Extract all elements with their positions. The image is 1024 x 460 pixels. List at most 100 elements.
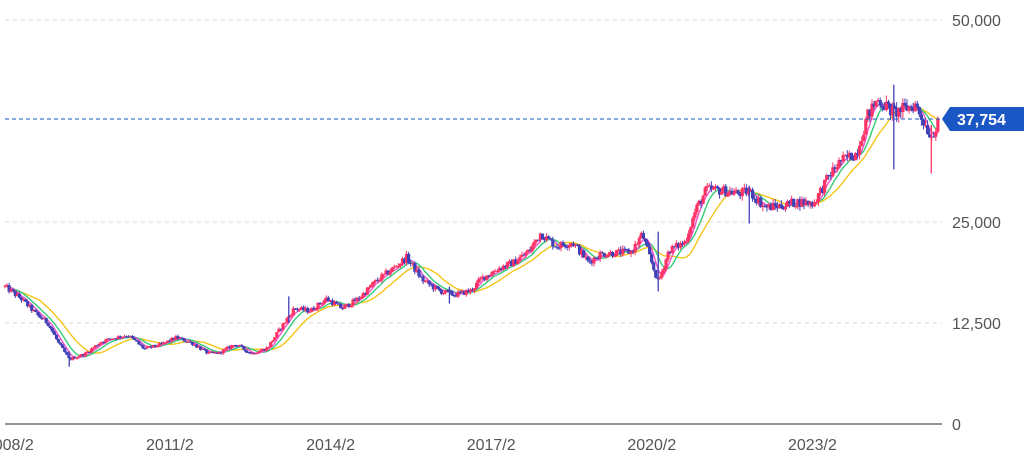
candle-body bbox=[790, 198, 794, 204]
candle-body bbox=[129, 335, 133, 337]
candle-body bbox=[23, 299, 28, 302]
candle-body bbox=[468, 289, 473, 293]
candle-body bbox=[174, 336, 178, 340]
candle-body bbox=[682, 241, 687, 245]
candle-body bbox=[396, 265, 400, 267]
candle-body bbox=[808, 202, 812, 205]
candle-body bbox=[209, 352, 213, 354]
candle-body bbox=[264, 347, 269, 351]
candle-body bbox=[489, 274, 493, 276]
candle-body bbox=[555, 246, 559, 248]
candle-body bbox=[590, 261, 594, 264]
candle-body bbox=[320, 303, 324, 305]
candle-body bbox=[9, 289, 13, 292]
candle-body bbox=[223, 348, 227, 350]
candle-body bbox=[79, 354, 83, 357]
candle-body bbox=[102, 341, 106, 343]
candle-body bbox=[654, 269, 658, 278]
candle-body bbox=[456, 291, 460, 297]
candle-body bbox=[901, 102, 905, 113]
candle-body bbox=[551, 239, 555, 247]
candle-body bbox=[536, 239, 540, 241]
candle-body bbox=[715, 186, 720, 189]
candle-body bbox=[761, 205, 765, 208]
candle-body bbox=[48, 326, 52, 329]
candle-body bbox=[452, 295, 456, 297]
candle-body bbox=[205, 349, 209, 354]
candle-body bbox=[911, 107, 915, 112]
candle-body bbox=[678, 243, 683, 248]
candle-body bbox=[17, 293, 22, 298]
candle-body bbox=[3, 285, 7, 287]
candle-body bbox=[367, 287, 372, 289]
candle-body bbox=[724, 186, 728, 197]
candle-body bbox=[349, 305, 353, 308]
candle-body bbox=[903, 102, 907, 106]
candle-body bbox=[505, 262, 510, 268]
candle-body bbox=[674, 243, 678, 247]
candle-body bbox=[582, 250, 586, 258]
candle-body bbox=[137, 341, 141, 345]
candle-body bbox=[306, 308, 310, 313]
candle-body bbox=[621, 248, 625, 255]
candle-body bbox=[104, 339, 108, 343]
candle-body bbox=[491, 271, 495, 275]
candle-body bbox=[584, 256, 588, 258]
candle-body bbox=[771, 203, 775, 211]
candle-body bbox=[108, 338, 112, 340]
candle-body bbox=[615, 249, 619, 257]
candle-body bbox=[841, 154, 845, 162]
candle-body bbox=[110, 338, 114, 340]
candle-body bbox=[186, 341, 190, 343]
candle-body bbox=[271, 340, 275, 343]
candle-body bbox=[462, 290, 466, 295]
candle-body bbox=[54, 334, 59, 340]
candle-body bbox=[437, 288, 442, 291]
candle-body bbox=[94, 345, 98, 348]
candle-body bbox=[65, 352, 69, 355]
candle-body bbox=[215, 352, 219, 354]
candle-body bbox=[833, 167, 837, 170]
candle-body bbox=[339, 303, 343, 309]
candle-body bbox=[870, 103, 874, 117]
candle-body bbox=[435, 285, 440, 289]
candle-body bbox=[864, 119, 868, 135]
candle-body bbox=[855, 153, 860, 155]
candle-body bbox=[538, 233, 543, 240]
candle-body bbox=[691, 218, 695, 228]
ma-long-line bbox=[4, 106, 939, 354]
candle-body bbox=[886, 101, 891, 104]
grid-layer bbox=[5, 19, 942, 324]
candle-body bbox=[190, 342, 194, 345]
candle-body bbox=[328, 300, 332, 302]
candle-body bbox=[635, 243, 639, 245]
candle-body bbox=[81, 354, 85, 356]
candle-body bbox=[248, 351, 252, 354]
candle-body bbox=[526, 249, 530, 253]
candle-body bbox=[520, 254, 524, 258]
candle-body bbox=[372, 281, 376, 285]
ma-short-line bbox=[4, 102, 939, 359]
candle-body bbox=[750, 189, 755, 199]
candle-body bbox=[722, 186, 726, 192]
candle-body bbox=[429, 284, 433, 286]
candle-body bbox=[697, 200, 701, 205]
candle-body bbox=[798, 199, 802, 207]
candle-body bbox=[369, 284, 374, 288]
axis-layer: 50,000 25,000 12,500 0 2008/2 2011/2 2014/2 201… bbox=[0, 13, 1024, 454]
candle-body bbox=[221, 349, 225, 354]
candle-body bbox=[376, 279, 380, 281]
candle-body bbox=[151, 344, 155, 348]
candle-body bbox=[411, 263, 415, 265]
candle-body bbox=[176, 336, 180, 339]
candle-body bbox=[343, 305, 347, 309]
candle-body bbox=[417, 269, 421, 277]
candle-body bbox=[143, 348, 147, 350]
candle-body bbox=[604, 256, 608, 258]
candle-body bbox=[184, 341, 188, 343]
candle-body bbox=[925, 125, 930, 135]
candle-body bbox=[913, 103, 917, 112]
candle-body bbox=[633, 244, 637, 252]
candle-body bbox=[666, 251, 670, 260]
candle-body bbox=[839, 159, 843, 162]
